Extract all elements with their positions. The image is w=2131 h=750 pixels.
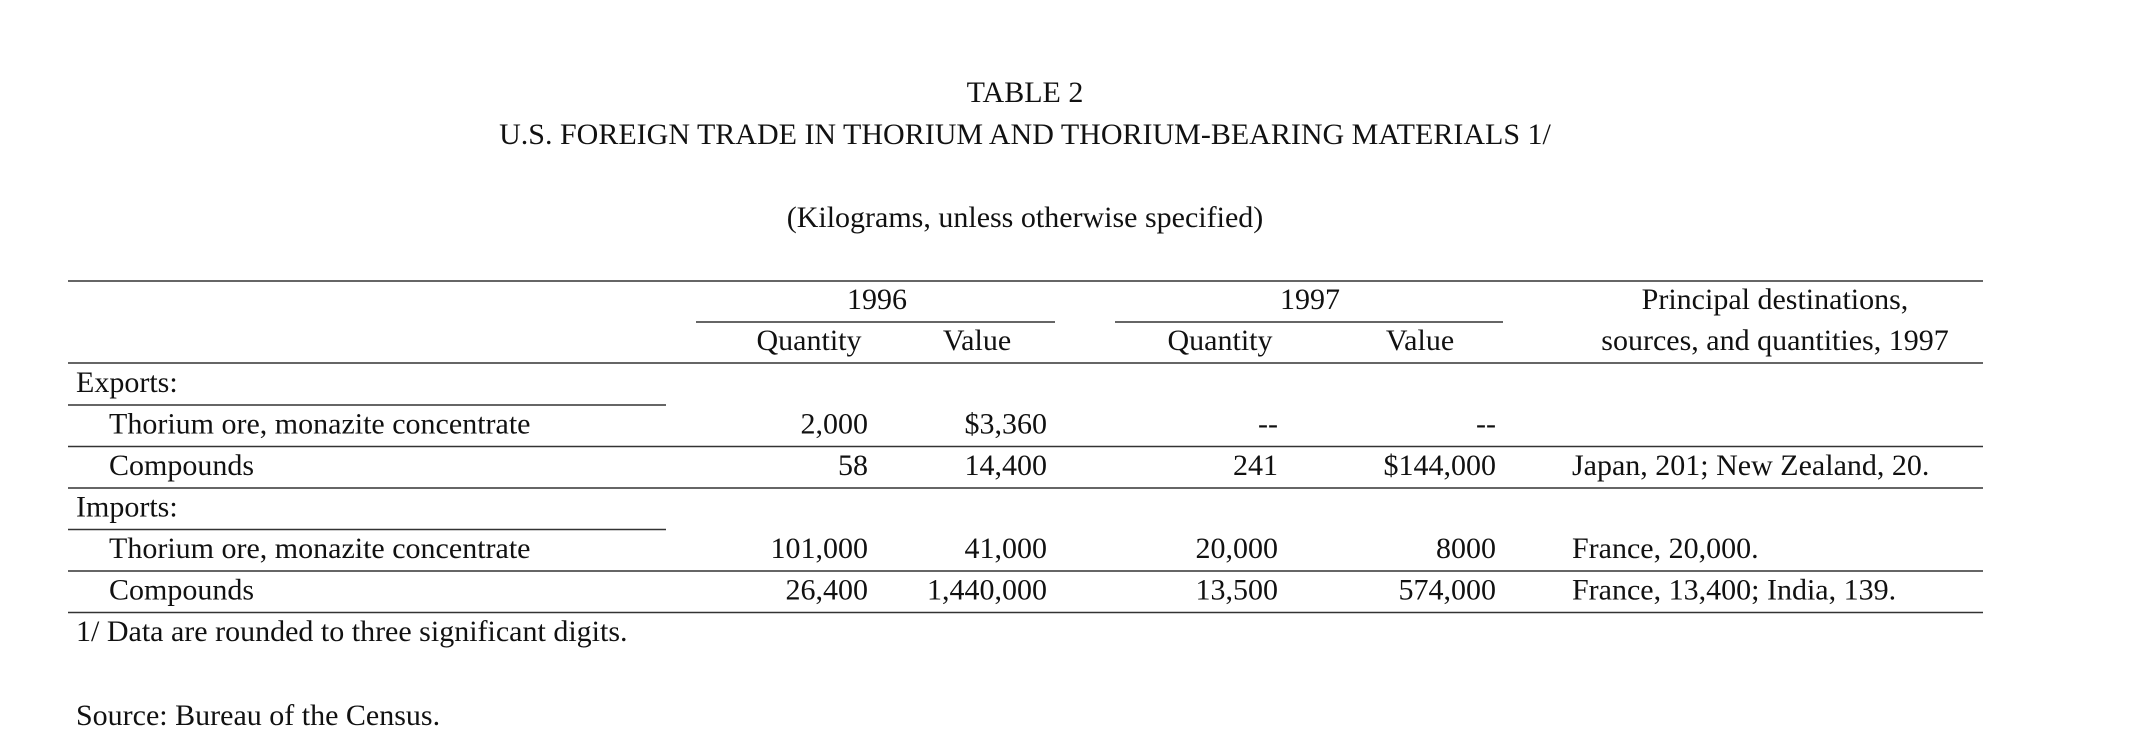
footnote: Source: Bureau of the Census. bbox=[76, 699, 440, 732]
cell: 41,000 bbox=[965, 532, 1048, 565]
cell: 26,400 bbox=[786, 573, 869, 606]
column-header: sources, and quantities, 1997 bbox=[1601, 324, 1948, 357]
column-header: Value bbox=[1386, 324, 1454, 357]
section-label: Imports: bbox=[76, 490, 178, 523]
row-label: Compounds bbox=[109, 449, 254, 482]
table-number: TABLE 2 bbox=[967, 76, 1084, 109]
cell: 101,000 bbox=[771, 532, 869, 565]
cell: -- bbox=[1476, 407, 1496, 440]
year-header: 1997 bbox=[1280, 283, 1340, 316]
cell-destinations: France, 13,400; India, 139. bbox=[1572, 573, 1896, 606]
section-label: Exports: bbox=[76, 366, 178, 399]
row-label: Thorium ore, monazite concentrate bbox=[109, 407, 530, 440]
cell: 241 bbox=[1233, 449, 1278, 482]
column-header: Value bbox=[943, 324, 1011, 357]
cell: 58 bbox=[838, 449, 868, 482]
cell: -- bbox=[1258, 407, 1278, 440]
cell: $3,360 bbox=[965, 407, 1048, 440]
cell: 1,440,000 bbox=[927, 573, 1047, 606]
column-header: Principal destinations, bbox=[1642, 283, 1909, 316]
cell: 13,500 bbox=[1196, 573, 1279, 606]
cell: 2,000 bbox=[801, 407, 869, 440]
cell: $144,000 bbox=[1384, 449, 1497, 482]
column-header: Quantity bbox=[757, 324, 862, 357]
cell-destinations: Japan, 201; New Zealand, 20. bbox=[1572, 449, 1929, 482]
footnote: 1/ Data are rounded to three significant… bbox=[76, 615, 628, 648]
column-header: Quantity bbox=[1168, 324, 1273, 357]
cell: 8000 bbox=[1436, 532, 1496, 565]
row-label: Thorium ore, monazite concentrate bbox=[109, 532, 530, 565]
year-header: 1996 bbox=[847, 283, 907, 316]
table-title: U.S. FOREIGN TRADE IN THORIUM AND THORIU… bbox=[499, 118, 1551, 151]
cell-destinations: France, 20,000. bbox=[1572, 532, 1759, 565]
cell: 14,400 bbox=[965, 449, 1048, 482]
cell: 574,000 bbox=[1399, 573, 1497, 606]
cell: 20,000 bbox=[1196, 532, 1279, 565]
row-label: Compounds bbox=[109, 573, 254, 606]
table-subtitle: (Kilograms, unless otherwise specified) bbox=[787, 201, 1264, 234]
